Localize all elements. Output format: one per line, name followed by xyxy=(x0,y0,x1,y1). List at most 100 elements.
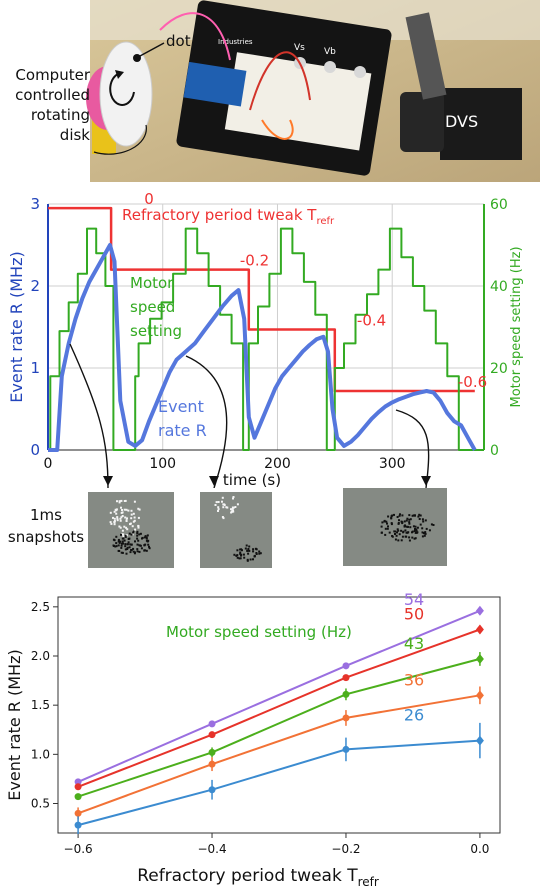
data-point xyxy=(74,793,82,801)
event-pixel xyxy=(118,500,121,503)
dvs-camera xyxy=(440,88,522,160)
series-label-43: 43 xyxy=(404,634,424,653)
event-pixel xyxy=(148,547,151,550)
event-pixel xyxy=(144,535,147,538)
event-pixel xyxy=(123,539,126,542)
event-pixel xyxy=(253,554,256,557)
event-pixel xyxy=(113,523,116,526)
event-pixel xyxy=(397,539,400,542)
event-pixel xyxy=(407,525,409,528)
event-pixel xyxy=(230,511,233,514)
event-pixel xyxy=(255,548,258,551)
event-pixel xyxy=(124,534,127,537)
event-pixel xyxy=(139,532,142,535)
event-pixel xyxy=(120,506,122,509)
event-pixel xyxy=(408,514,411,517)
event-pixel xyxy=(214,504,217,506)
event-pixel xyxy=(125,508,128,511)
event-pixel xyxy=(424,532,427,535)
event-pixel xyxy=(136,537,139,540)
event-pixel xyxy=(112,516,114,519)
refractory-value-label: 0 xyxy=(144,190,154,208)
event-pixel xyxy=(246,558,249,561)
data-point xyxy=(342,662,350,670)
event-pixel xyxy=(387,525,389,528)
refractory-annotation-subscript: refr xyxy=(316,216,335,227)
event-pixel xyxy=(408,518,411,521)
event-pixel xyxy=(235,554,238,557)
event-pixel xyxy=(217,506,220,509)
event-pixel xyxy=(413,530,416,532)
event-pixel xyxy=(412,525,415,528)
event-pixel xyxy=(119,517,122,520)
event-pixel xyxy=(236,556,239,559)
event-pixel xyxy=(222,506,225,509)
event-pixel xyxy=(236,503,239,506)
event-pixel xyxy=(396,516,399,518)
event-pixel xyxy=(421,535,424,538)
data-point xyxy=(475,735,484,746)
data-point xyxy=(74,778,82,786)
event-pixel xyxy=(247,552,250,555)
y-tick-label: 2.5 xyxy=(31,600,50,614)
event-pixel xyxy=(221,516,224,518)
event-pixel xyxy=(390,515,393,518)
event-pixel xyxy=(411,514,414,517)
refractory-chart: −0.6 −0.4 −0.2 0.0 0.5 1.0 1.5 2.0 2.5 Refractory… xyxy=(5,590,501,889)
event-pixel xyxy=(120,511,123,514)
event-pixel xyxy=(406,517,409,520)
event-pixel xyxy=(414,525,417,528)
event-pixel xyxy=(249,558,252,561)
wire-red xyxy=(249,51,311,111)
dot-label: dot xyxy=(166,32,191,50)
y-tick-label: 0.5 xyxy=(31,797,50,811)
event-pixel xyxy=(384,527,387,530)
event-pixel xyxy=(134,540,136,543)
event-pixel xyxy=(384,533,387,536)
x-tick-label: −0.6 xyxy=(64,842,93,856)
snapshots-label: 1ms snapshots xyxy=(8,506,84,546)
event-pixel xyxy=(128,537,131,540)
event-pixel xyxy=(145,537,148,540)
event-pixel xyxy=(126,528,129,531)
event-pixel xyxy=(432,524,435,526)
event-pixel xyxy=(143,549,146,552)
series-label-36: 36 xyxy=(404,670,424,689)
event-pixel xyxy=(137,526,140,529)
event-pixel xyxy=(244,547,247,550)
event-pixel xyxy=(124,516,127,519)
event-pixel xyxy=(134,551,136,554)
rotation-arrow-icon xyxy=(109,73,135,106)
svg-text:controlled: controlled xyxy=(15,86,90,104)
event-pixel xyxy=(405,531,408,534)
event-pixel xyxy=(248,545,251,548)
wire-orange xyxy=(261,119,294,140)
event-pixel xyxy=(130,533,133,536)
x-tick-label: 100 xyxy=(149,456,176,472)
event-pixel xyxy=(402,531,405,534)
event-pixel xyxy=(221,496,224,499)
series-label-26: 26 xyxy=(404,706,424,725)
event-pixel xyxy=(129,523,131,526)
camera-mount xyxy=(405,12,447,100)
event-pixel xyxy=(117,538,120,541)
event-pixel xyxy=(391,535,394,537)
svg-text:Computer: Computer xyxy=(15,66,90,84)
event-pixel xyxy=(136,543,139,546)
event-pixel xyxy=(232,510,235,513)
data-point xyxy=(74,783,82,791)
event-pixel xyxy=(132,547,135,550)
event-pixel xyxy=(120,546,123,549)
event-pixel xyxy=(423,534,426,537)
event-pixel xyxy=(132,530,135,533)
event-pixel xyxy=(115,535,118,538)
event-pixel xyxy=(401,514,404,517)
snapshots-panel: 1ms snapshots xyxy=(8,488,447,568)
event-pixel xyxy=(115,542,118,545)
event-pixel xyxy=(400,539,403,542)
event-pixel xyxy=(417,515,420,518)
event-pixel xyxy=(398,533,401,536)
event-pixel xyxy=(424,531,427,534)
event-pixel xyxy=(416,531,419,534)
event-pixel xyxy=(398,519,400,522)
